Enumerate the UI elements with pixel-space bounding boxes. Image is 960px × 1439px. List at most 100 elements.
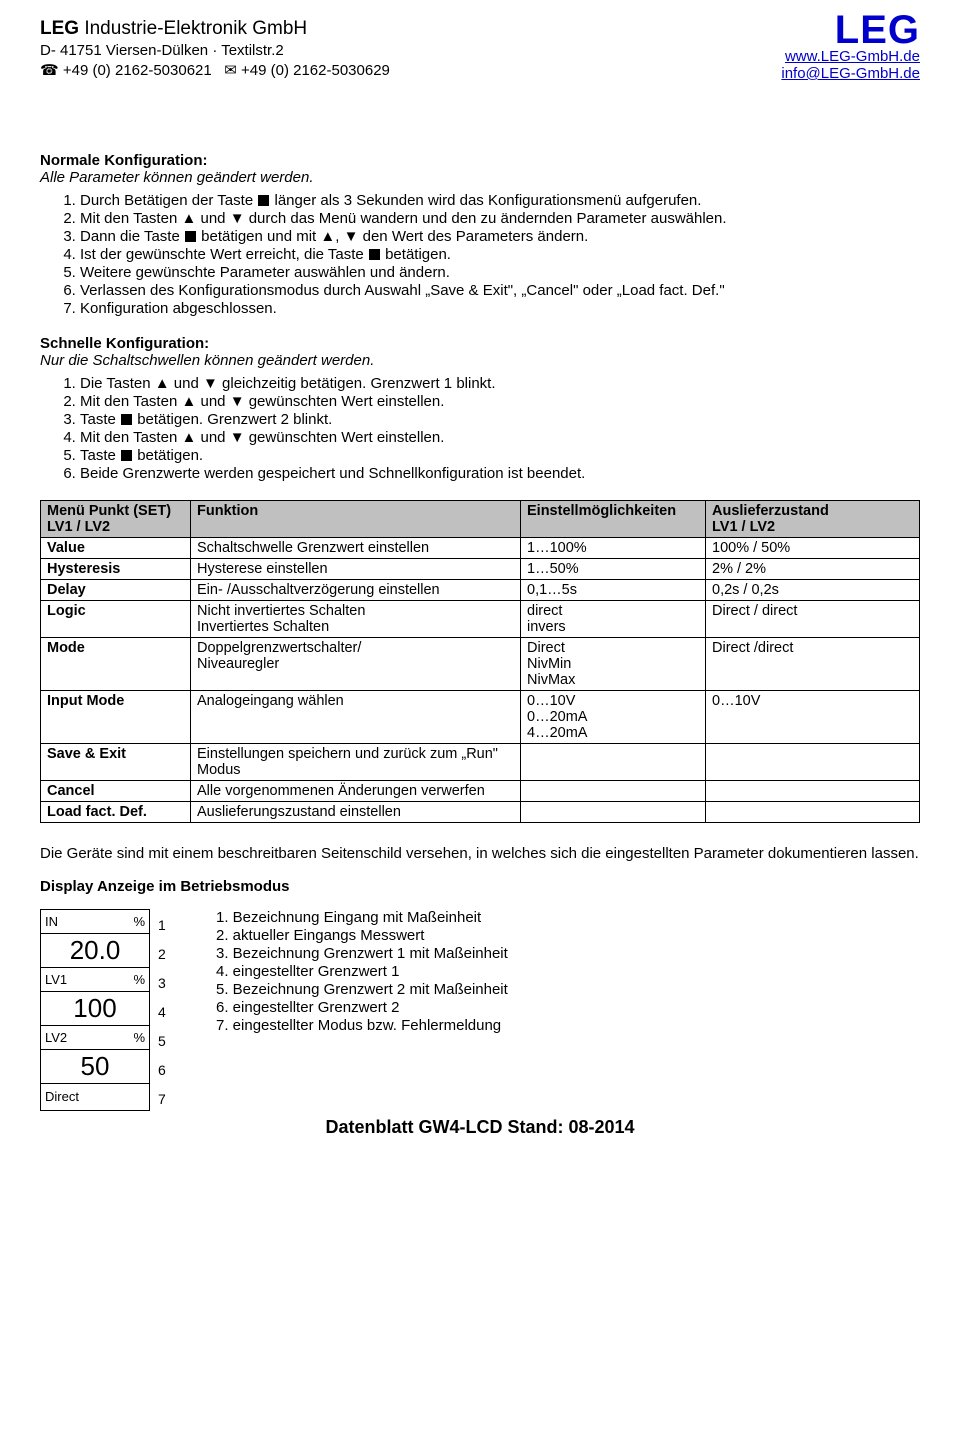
table-cell: Hysteresis <box>41 559 191 580</box>
lcd-row: IN% <box>41 910 149 934</box>
list-item: Die Tasten und gleichzeitig betätigen. G… <box>80 375 920 392</box>
list-item: Beide Grenzwerte werden gespeichert und … <box>80 465 920 482</box>
table-cell: Delay <box>41 580 191 601</box>
page-footer: Datenblatt GW4-LCD Stand: 08-2014 <box>40 1117 920 1138</box>
company-name-rest: Industrie-Elektronik GmbH <box>79 18 307 39</box>
th-function: Funktion <box>191 501 521 538</box>
lcd-label: LV1 <box>45 972 67 987</box>
table-cell <box>521 802 706 823</box>
list-item: Durch Betätigen der Taste länger als 3 S… <box>80 192 920 209</box>
table-cell <box>706 802 920 823</box>
company-fax: +49 (0) 2162-5030629 <box>241 62 390 79</box>
lcd-unit: % <box>133 914 145 929</box>
legend-item: 7. eingestellter Modus bzw. Fehlermeldun… <box>216 1017 508 1034</box>
th-default: Auslieferzustand LV1 / LV2 <box>706 501 920 538</box>
email-link[interactable]: info@LEG-GmbH.de <box>781 65 920 82</box>
table-cell: Direct /direct <box>706 638 920 691</box>
company-name: LEG Industrie-Elektronik GmbH <box>40 18 390 40</box>
table-cell: Nicht invertiertes SchaltenInvertiertes … <box>191 601 521 638</box>
section-title: Schnelle Konfiguration: <box>40 335 920 352</box>
parameters-table: Menü Punkt (SET) LV1 / LV2 Funktion Eins… <box>40 500 920 823</box>
company-phone: +49 (0) 2162-5030621 <box>63 62 212 79</box>
section-subtitle: Alle Parameter können geändert werden. <box>40 169 920 186</box>
steps-list-2: Die Tasten und gleichzeitig betätigen. G… <box>40 375 920 482</box>
table-cell <box>706 781 920 802</box>
display-row-numbers: 1234567 <box>158 909 176 1111</box>
legend-item: 1. Bezeichnung Eingang mit Maßeinheit <box>216 909 508 926</box>
table-cell: Cancel <box>41 781 191 802</box>
lcd-cell: 50 <box>41 1050 149 1083</box>
lcd-row: LV1% <box>41 968 149 992</box>
row-number: 6 <box>158 1053 176 1087</box>
table-cell: Ein- /Ausschaltverzögerung einstellen <box>191 580 521 601</box>
lcd-cell: LV1% <box>41 968 149 991</box>
section-normal-config: Normale Konfiguration: Alle Parameter kö… <box>40 152 920 317</box>
lcd-row: 50 <box>41 1050 149 1084</box>
steps-list-1: Durch Betätigen der Taste länger als 3 S… <box>40 192 920 317</box>
table-cell: 0…10V0…20mA4…20mA <box>521 691 706 744</box>
table-row: Load fact. Def.Auslieferungszustand eins… <box>41 802 920 823</box>
note-paragraph: Die Geräte sind mit einem beschreitbaren… <box>40 845 920 862</box>
lcd-value: 100 <box>73 993 116 1024</box>
list-item: Mit den Tasten und gewünschten Wert eins… <box>80 393 920 410</box>
table-cell: Save & Exit <box>41 744 191 781</box>
list-item: Weitere gewünschte Parameter auswählen u… <box>80 264 920 281</box>
table-cell: Analogeingang wählen <box>191 691 521 744</box>
table-cell: 0,1…5s <box>521 580 706 601</box>
legend-item: 4. eingestellter Grenzwert 1 <box>216 963 508 980</box>
legend-item: 3. Bezeichnung Grenzwert 1 mit Maßeinhei… <box>216 945 508 962</box>
lcd-value: 20.0 <box>70 935 121 966</box>
table-cell: Mode <box>41 638 191 691</box>
list-item: Dann die Taste betätigen und mit , den W… <box>80 228 920 245</box>
lcd-label: Direct <box>45 1089 79 1104</box>
table-cell: 1…100% <box>521 538 706 559</box>
mail-icon <box>224 62 237 79</box>
table-cell: Alle vorgenommenen Änderungen verwerfen <box>191 781 521 802</box>
header-right: LEG www.LEG-GmbH.de info@LEG-GmbH.de <box>781 18 920 82</box>
display-mockup: IN%20.0LV1%100LV2%50Direct 1234567 <box>40 909 176 1111</box>
header-left: LEG Industrie-Elektronik GmbH D- 41751 V… <box>40 18 390 82</box>
table-cell: 100% / 50% <box>706 538 920 559</box>
row-number: 5 <box>158 1029 176 1053</box>
table-row: Save & ExitEinstellungen speichern und z… <box>41 744 920 781</box>
table-row: ModeDoppelgrenzwertschalter/Niveauregler… <box>41 638 920 691</box>
table-row: LogicNicht invertiertes SchaltenInvertie… <box>41 601 920 638</box>
list-item: Taste betätigen. <box>80 447 920 464</box>
row-number: 7 <box>158 1087 176 1111</box>
table-cell: 2% / 2% <box>706 559 920 580</box>
table-cell: Hysterese einstellen <box>191 559 521 580</box>
section-title: Normale Konfiguration: <box>40 152 920 169</box>
table-cell: Auslieferungszustand einstellen <box>191 802 521 823</box>
table-cell: 1…50% <box>521 559 706 580</box>
list-item: Ist der gewünschte Wert erreicht, die Ta… <box>80 246 920 263</box>
list-item: Mit den Tasten und durch das Menü wander… <box>80 210 920 227</box>
lcd-row: 100 <box>41 992 149 1026</box>
table-row: Input ModeAnalogeingang wählen0…10V0…20m… <box>41 691 920 744</box>
list-item: Taste betätigen. Grenzwert 2 blinkt. <box>80 411 920 428</box>
lcd-row: Direct <box>41 1084 149 1108</box>
section-subtitle: Nur die Schaltschwellen können geändert … <box>40 352 920 369</box>
table-cell: Logic <box>41 601 191 638</box>
table-cell: Doppelgrenzwertschalter/Niveauregler <box>191 638 521 691</box>
legend-item: 2. aktueller Eingangs Messwert <box>216 927 508 944</box>
table-cell <box>706 744 920 781</box>
lcd-cell: 100 <box>41 992 149 1025</box>
th-options: Einstellmöglichkeiten <box>521 501 706 538</box>
lcd-display: IN%20.0LV1%100LV2%50Direct <box>40 909 150 1111</box>
website-link[interactable]: www.LEG-GmbH.de <box>785 48 920 65</box>
company-bold: LEG <box>40 18 79 39</box>
legend-item: 6. eingestellter Grenzwert 2 <box>216 999 508 1016</box>
lcd-label: LV2 <box>45 1030 67 1045</box>
company-contacts: +49 (0) 2162-5030621 +49 (0) 2162-503062… <box>40 61 390 79</box>
section-fast-config: Schnelle Konfiguration: Nur die Schaltsc… <box>40 335 920 482</box>
display-section-title: Display Anzeige im Betriebsmodus <box>40 878 920 895</box>
lcd-value: 50 <box>81 1051 110 1082</box>
page: LEG Industrie-Elektronik GmbH D- 41751 V… <box>0 0 960 1148</box>
lcd-row: 20.0 <box>41 934 149 968</box>
table-cell: DirectNivMinNivMax <box>521 638 706 691</box>
table-cell <box>521 744 706 781</box>
list-item: Mit den Tasten und gewünschten Wert eins… <box>80 429 920 446</box>
lcd-cell: 20.0 <box>41 934 149 967</box>
table-cell: Input Mode <box>41 691 191 744</box>
lcd-unit: % <box>133 1030 145 1045</box>
